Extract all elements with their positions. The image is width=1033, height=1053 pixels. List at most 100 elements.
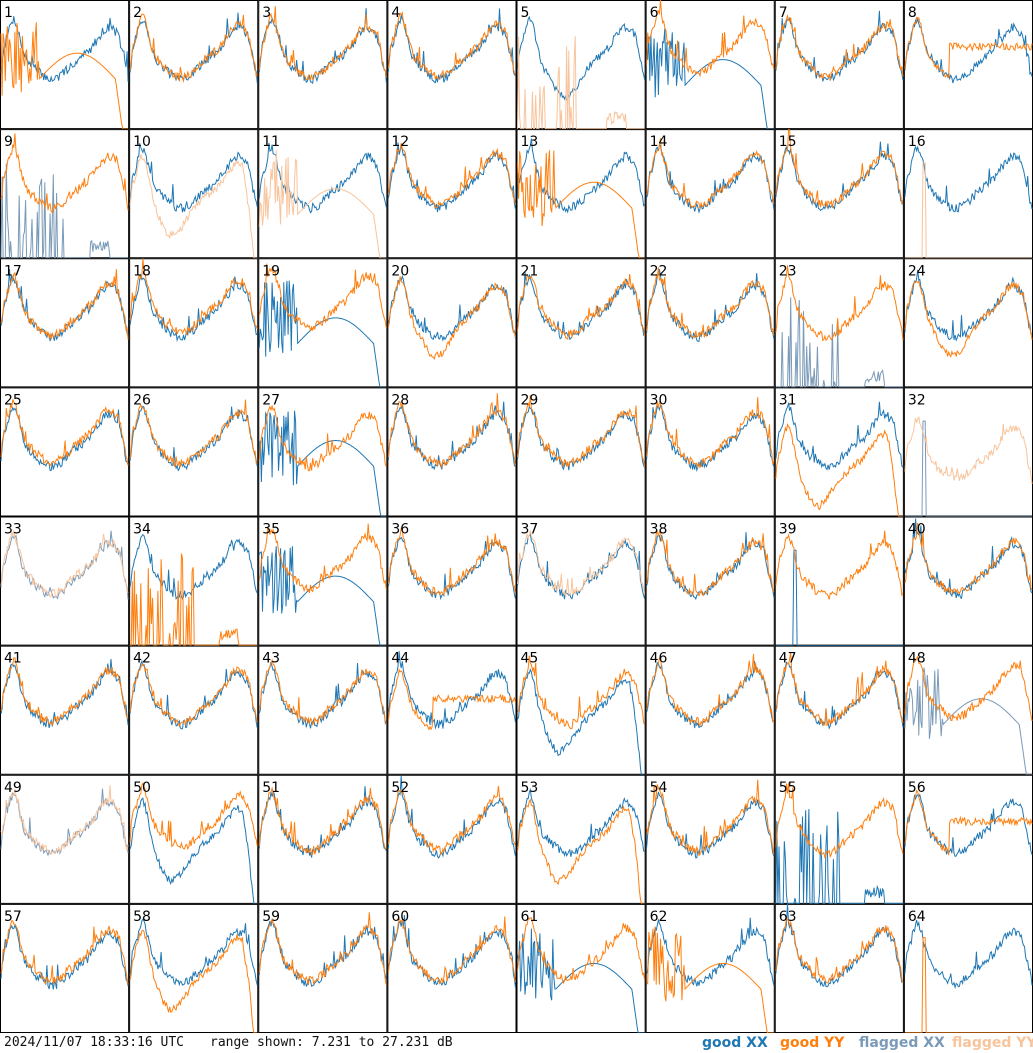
panel-label: 33 — [4, 522, 22, 538]
series-xx-9 — [0, 163, 129, 259]
panel-label: 9 — [4, 134, 13, 150]
series-yy-60 — [387, 916, 516, 985]
panel-frame — [387, 903, 517, 1033]
panel-label: 29 — [521, 392, 539, 408]
series-xx-10 — [129, 143, 258, 213]
panel-18: 18 — [129, 258, 259, 388]
series-yy-2 — [129, 13, 258, 83]
series-yy-53 — [517, 798, 645, 905]
panel-32: 32 — [903, 387, 1033, 517]
series-yy-56 — [904, 789, 1033, 856]
series-xx-23 — [775, 297, 903, 388]
series-yy-3 — [258, 6, 387, 81]
panel-label: 13 — [521, 134, 539, 150]
panel-11: 11 — [258, 129, 388, 259]
series-yy-52 — [387, 785, 516, 855]
series-xx-61 — [517, 928, 645, 1033]
panel-33: 33 — [0, 516, 130, 646]
panel-15: 15 — [774, 129, 904, 259]
panel-label: 38 — [650, 522, 668, 538]
panel-frame — [645, 387, 775, 517]
panel-51: 51 — [258, 774, 388, 904]
panel-3: 3 — [258, 0, 388, 130]
series-yy-64 — [904, 937, 1032, 1033]
series-xx-35 — [258, 546, 387, 647]
series-xx-32 — [904, 420, 1032, 517]
panel-label: 23 — [779, 263, 797, 279]
series-yy-50 — [129, 781, 258, 851]
series-xx-41 — [0, 658, 129, 729]
series-yy-16 — [904, 162, 1032, 259]
panel-frame — [516, 516, 646, 646]
series-yy-55 — [775, 782, 904, 859]
series-xx-45 — [517, 668, 645, 776]
series-yy-45 — [517, 655, 646, 730]
panel-frame — [774, 129, 904, 259]
series-yy-40 — [904, 522, 1033, 595]
panel-label: 24 — [908, 263, 926, 279]
panel-23: 23 — [774, 258, 904, 388]
panel-25: 25 — [0, 387, 130, 517]
series-yy-39 — [775, 530, 904, 600]
panel-46: 46 — [645, 645, 775, 775]
series-xx-16 — [904, 145, 1033, 213]
legend-flagged-yy: flagged YY — [952, 1035, 1033, 1051]
legend-flagged-xx: flagged XX — [859, 1035, 945, 1051]
series-yy-34 — [130, 553, 258, 646]
panel-frame — [774, 645, 904, 775]
panel-31: 31 — [774, 387, 904, 517]
panel-label: 40 — [908, 522, 926, 538]
panel-label: 41 — [4, 651, 22, 667]
panel-frame — [0, 903, 130, 1033]
series-xx-55 — [775, 808, 903, 904]
panel-label: 1 — [4, 5, 13, 21]
panel-53: 53 — [516, 774, 646, 905]
series-xx-51 — [258, 786, 387, 858]
panel-6: 6 — [645, 0, 775, 130]
series-yy-12 — [387, 142, 516, 209]
panel-label: 11 — [262, 134, 280, 150]
panel-4: 4 — [387, 0, 517, 130]
panel-label: 31 — [779, 392, 797, 408]
panel-label: 19 — [262, 263, 280, 279]
series-xx-18 — [129, 273, 258, 342]
panel-frame — [645, 903, 775, 1033]
series-yy-24 — [904, 280, 1033, 358]
panel-label: 15 — [779, 134, 797, 150]
series-yy-37 — [517, 530, 646, 598]
panel-label: 55 — [779, 780, 797, 796]
series-yy-4 — [387, 11, 516, 80]
panel-frame — [258, 774, 388, 904]
panel-54: 54 — [645, 774, 775, 904]
series-xx-50 — [129, 797, 258, 905]
series-yy-48 — [904, 655, 1033, 722]
panel-label: 43 — [262, 651, 280, 667]
series-yy-31 — [775, 422, 903, 517]
series-yy-47 — [775, 652, 904, 727]
series-yy-44 — [387, 668, 516, 731]
panel-label: 49 — [4, 780, 22, 796]
panel-label: 53 — [521, 780, 539, 796]
panel-frame — [516, 645, 646, 775]
series-yy-38 — [646, 530, 775, 597]
panel-frame — [0, 0, 130, 130]
panel-19: 19 — [258, 258, 388, 388]
series-yy-59 — [258, 912, 387, 986]
panel-label: 6 — [650, 5, 659, 21]
series-xx-48 — [904, 667, 1032, 776]
panel-frame — [516, 903, 646, 1033]
panel-40: 40 — [903, 516, 1033, 646]
panel-frame — [0, 645, 130, 775]
panel-frame — [258, 387, 388, 517]
panel-frame — [645, 129, 775, 259]
panel-label: 32 — [908, 392, 926, 408]
legend-good-xx: good XX — [702, 1035, 768, 1051]
panel-label: 62 — [650, 909, 668, 925]
series-xx-39 — [775, 549, 903, 646]
panel-frame — [129, 774, 259, 904]
series-yy-36 — [387, 526, 516, 597]
panel-frame — [129, 516, 259, 646]
panel-frame — [516, 774, 646, 904]
panel-50: 50 — [129, 774, 259, 905]
series-xx-17 — [0, 269, 129, 342]
